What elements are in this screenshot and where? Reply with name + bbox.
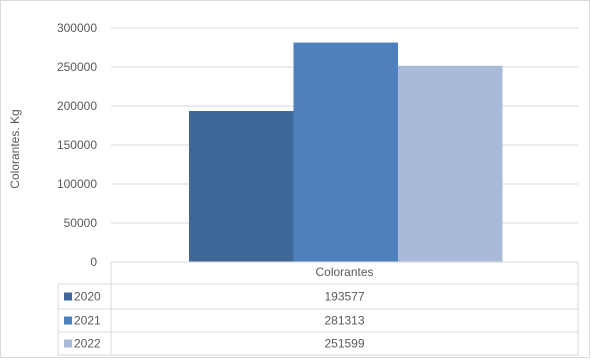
bar-2020 (189, 111, 294, 262)
table-header: Colorantes (315, 265, 373, 279)
y-tick-label: 300000 (57, 21, 97, 35)
table-row-label: 2020 (74, 290, 101, 304)
bar-2021 (293, 42, 398, 262)
data-table: Colorantes 2020 193577 2021 281313 2022 251599 (57, 261, 579, 356)
y-tick-label: 50000 (64, 216, 98, 230)
legend-key-2022 (64, 339, 72, 348)
y-tick-label: 0 (90, 255, 97, 269)
table-row-value: 251599 (324, 337, 364, 351)
table-row-value: 281313 (324, 314, 364, 328)
y-tick-label: 100000 (57, 177, 97, 191)
legend-key-2020 (64, 292, 72, 301)
bars (189, 42, 503, 262)
table-row-label: 2021 (74, 314, 101, 328)
y-tick-label: 250000 (57, 60, 97, 74)
bar-2022 (398, 65, 503, 262)
legend-key-2021 (64, 316, 72, 325)
table-row-value: 193577 (324, 290, 364, 304)
y-axis-label: Colorantes. Kg (8, 109, 22, 188)
y-tick-label: 200000 (57, 99, 97, 113)
y-tick-label: 150000 (57, 138, 97, 152)
y-axis-tick-labels: 0 50000 100000 150000 200000 250000 300000 (57, 21, 97, 269)
table-row-label: 2022 (74, 337, 101, 351)
